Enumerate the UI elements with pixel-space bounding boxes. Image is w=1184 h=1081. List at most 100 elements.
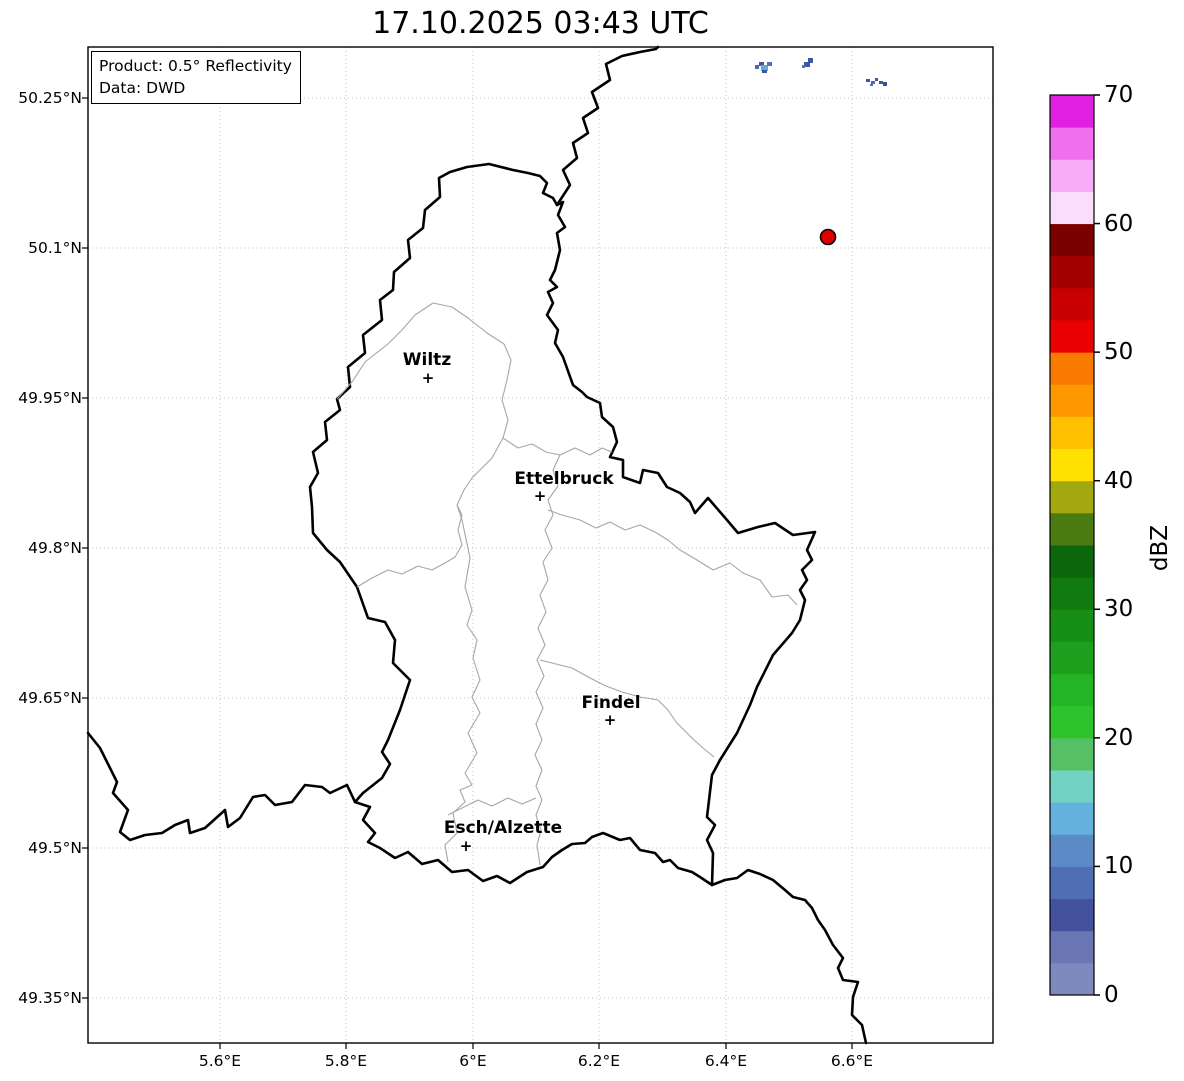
colorbar-tick-label: 10: [1104, 853, 1134, 880]
country-borders: [86, 45, 868, 1045]
colorbar-tick-label: 60: [1104, 210, 1134, 237]
lat-tick-label: 49.8°N: [28, 539, 82, 557]
colorbar-tick-label: 20: [1104, 724, 1134, 751]
radar-echo-pixel: [871, 81, 875, 84]
radar-echo-pixel: [804, 62, 810, 67]
lat-tick-label: 49.95°N: [18, 389, 82, 407]
lat-tick-label: 49.65°N: [18, 689, 82, 707]
axes-frames: [87, 46, 1095, 1044]
radar-echo-pixel: [802, 65, 805, 68]
city-label: Ettelbruck: [514, 469, 614, 489]
radar-echo-pixel: [879, 81, 883, 84]
city-marker-cross: +: [603, 711, 617, 729]
radar-echo-pixel: [866, 79, 870, 82]
canton-border-line: [502, 437, 613, 456]
canton-border-line: [336, 302, 512, 439]
canton-border-line: [547, 509, 798, 606]
city-label: Esch/Alzette: [443, 818, 563, 838]
product-info-line1: Product: 0.5° Reflectivity: [99, 57, 292, 75]
lon-tick-label: 5.8°E: [324, 1052, 368, 1070]
colorbar-segment: [1050, 191, 1094, 225]
product-info-line2: Data: DWD: [99, 79, 186, 97]
colorbar-segment: [1050, 737, 1094, 771]
colorbar-segment: [1050, 352, 1094, 385]
plot-title: 17.10.2025 03:43 UTC: [372, 6, 709, 41]
belgium-germany-border: [555, 45, 660, 207]
colorbar-segment: [1050, 223, 1094, 257]
radar-echo-pixel: [761, 65, 768, 71]
colorbar-tick-label: 70: [1104, 82, 1134, 108]
lat-tick-label: 50.1°N: [28, 239, 82, 257]
colorbar-segment: [1050, 320, 1094, 353]
city-marker-cross: +: [421, 369, 435, 387]
radar-echo-pixels: [755, 58, 887, 86]
colorbar-segment: [1050, 480, 1094, 514]
lon-tick-label: 6.6°E: [830, 1052, 874, 1070]
france-belgium-border: [86, 731, 357, 842]
lon-tick-label: 5.6°E: [198, 1052, 242, 1070]
colorbar-segment: [1050, 95, 1094, 128]
city-marker-cross: +: [459, 837, 473, 855]
colorbar-segment: [1050, 705, 1094, 739]
colorbar-segment: [1050, 866, 1094, 900]
lon-tick-label: 6°E: [459, 1052, 487, 1070]
canton-border-line: [534, 454, 561, 866]
radar-echo-pixel: [762, 70, 767, 73]
radar-echo-pixel: [767, 62, 772, 66]
grid-lines: [88, 47, 993, 1043]
radar-site-dot: [819, 228, 837, 246]
colorbar-segment: [1050, 159, 1094, 192]
france-germany-border: [710, 868, 868, 1045]
radar-echo-pixel: [870, 84, 873, 86]
lat-tick-label: 49.35°N: [18, 989, 82, 1007]
colorbar-segment: [1050, 834, 1094, 867]
colorbar-segment: [1050, 770, 1094, 803]
colorbar-segment: [1050, 287, 1094, 321]
radar-echo-pixel: [755, 65, 759, 69]
colorbar-segment: [1050, 127, 1094, 160]
colorbar-segment: [1050, 448, 1094, 482]
radar-echo-pixel: [759, 62, 764, 66]
canton-borders: [336, 302, 798, 866]
canton-border-line: [444, 504, 481, 863]
canton-border-line: [447, 797, 537, 816]
colorbar-segment: [1050, 577, 1094, 610]
colorbar-tick-label: 30: [1104, 596, 1134, 623]
lat-tick-label: 50.25°N: [18, 89, 82, 107]
city-label: Findel: [581, 693, 641, 713]
canton-border-line: [356, 504, 463, 588]
lon-tick-label: 6.4°E: [704, 1052, 748, 1070]
colorbar-segment: [1050, 255, 1094, 289]
canton-border-line: [539, 659, 715, 758]
plot-frame: [87, 46, 994, 1044]
lat-tick-label: 49.5°N: [28, 839, 82, 857]
colorbar-tick-label: 40: [1104, 467, 1134, 494]
colorbar-tick-label: 0: [1104, 982, 1119, 1008]
radar-echo-pixel: [875, 78, 878, 81]
city-marker-cross: +: [533, 487, 547, 505]
axis-tick-marks: [82, 97, 853, 1049]
radar-echo-pixel: [808, 58, 813, 63]
colorbar-segment: [1050, 512, 1094, 546]
colorbar-segment: [1050, 898, 1094, 932]
colorbar-frame: [1049, 94, 1095, 996]
colorbar-tick-label: 50: [1104, 339, 1134, 366]
colorbar-segment: [1050, 641, 1094, 675]
colorbar-segment: [1050, 930, 1094, 964]
product-info-box: Product: 0.5° Reflectivity Data: DWD: [91, 51, 301, 104]
colorbar-axis-label: dBZ: [1147, 524, 1173, 572]
city-label: Wiltz: [402, 350, 452, 370]
colorbar-segment: [1050, 673, 1094, 707]
colorbar-segment: [1050, 545, 1094, 578]
colorbar: [1050, 94, 1100, 996]
colorbar-segment: [1050, 416, 1094, 450]
radar-site-marker: [819, 228, 837, 246]
colorbar-segment: [1050, 609, 1094, 642]
canton-border-line: [456, 437, 504, 506]
colorbar-segment: [1050, 384, 1094, 417]
radar-echo-pixel: [883, 82, 887, 86]
luxembourg-border: [308, 162, 817, 887]
colorbar-segment: [1050, 802, 1094, 835]
